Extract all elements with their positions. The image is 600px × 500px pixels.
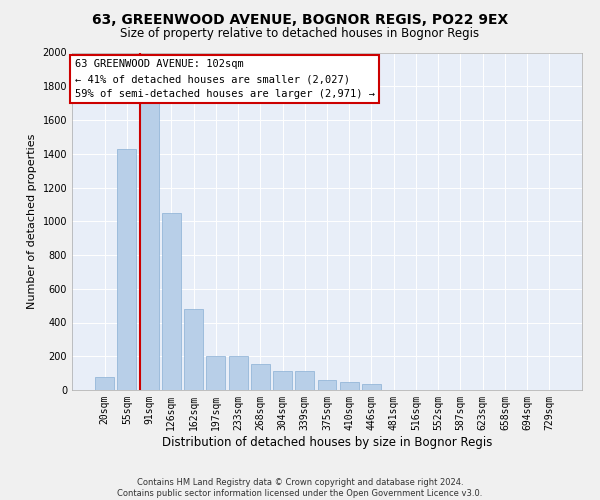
Bar [317, 380, 337, 390]
Bar [184, 309, 203, 390]
Bar [140, 61, 158, 390]
Text: 63, GREENWOOD AVENUE, BOGNOR REGIS, PO22 9EX: 63, GREENWOOD AVENUE, BOGNOR REGIS, PO22… [92, 12, 508, 26]
Bar [229, 356, 248, 390]
Bar [362, 384, 381, 390]
Bar [95, 378, 114, 390]
Y-axis label: Number of detached properties: Number of detached properties [27, 134, 37, 309]
Text: Size of property relative to detached houses in Bognor Regis: Size of property relative to detached ho… [121, 28, 479, 40]
Text: 63 GREENWOOD AVENUE: 102sqm
← 41% of detached houses are smaller (2,027)
59% of : 63 GREENWOOD AVENUE: 102sqm ← 41% of det… [74, 59, 374, 99]
Bar [118, 148, 136, 390]
X-axis label: Distribution of detached houses by size in Bognor Regis: Distribution of detached houses by size … [162, 436, 492, 448]
Bar [251, 364, 270, 390]
Bar [162, 213, 181, 390]
Bar [206, 356, 225, 390]
Bar [273, 370, 292, 390]
Bar [340, 382, 359, 390]
Bar [295, 370, 314, 390]
Text: Contains HM Land Registry data © Crown copyright and database right 2024.
Contai: Contains HM Land Registry data © Crown c… [118, 478, 482, 498]
